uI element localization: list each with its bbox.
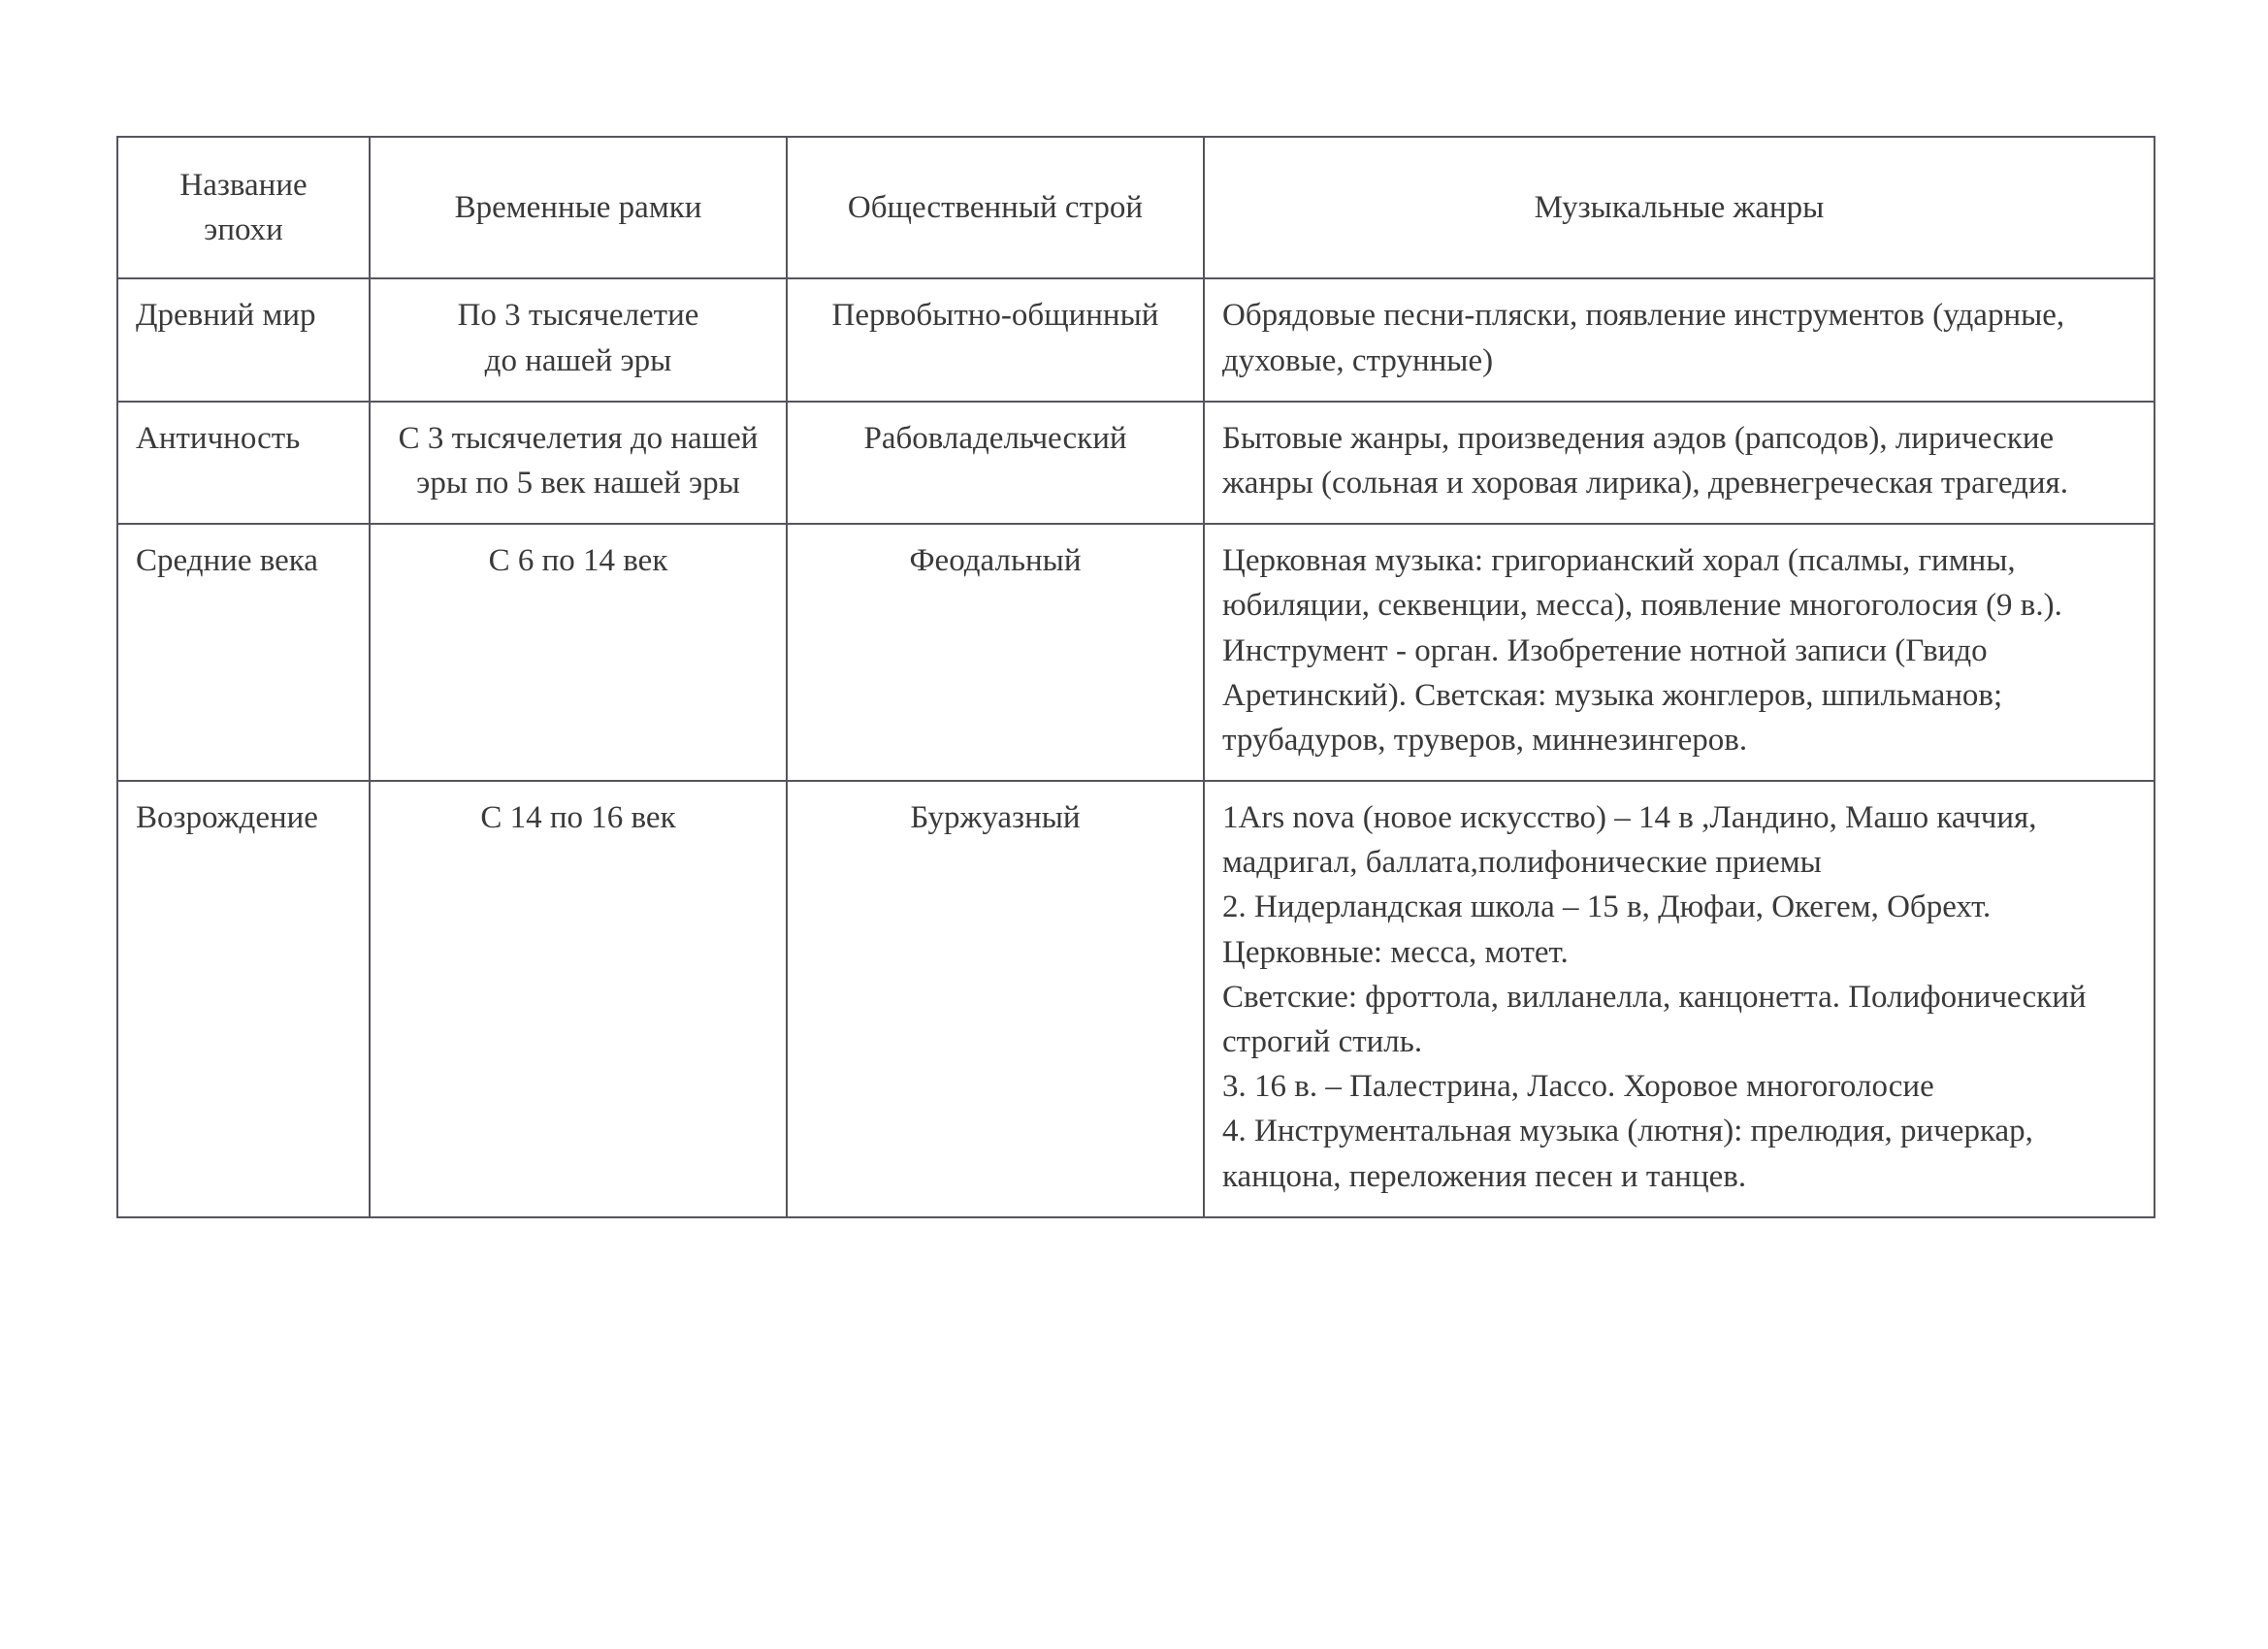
cell-era: Древний мир bbox=[117, 278, 370, 401]
header-social-text: Общественный строй bbox=[848, 190, 1143, 225]
cell-era: Античность bbox=[117, 402, 370, 524]
table-row: Возрождение С 14 по 16 век Буржуазный 1A… bbox=[117, 781, 2155, 1217]
epochs-table: Название эпохи Временные рамки Обществен… bbox=[116, 136, 2155, 1218]
table-header-row: Название эпохи Временные рамки Обществен… bbox=[117, 137, 2155, 278]
header-social: Общественный строй bbox=[787, 137, 1204, 278]
header-time: Временные рамки bbox=[370, 137, 787, 278]
cell-social: Феодальный bbox=[787, 524, 1204, 781]
cell-era: Средние века bbox=[117, 524, 370, 781]
cell-era: Возрождение bbox=[117, 781, 370, 1217]
cell-social: Буржуазный bbox=[787, 781, 1204, 1217]
table-row: Древний мир По 3 тысячелетие до нашей эр… bbox=[117, 278, 2155, 401]
cell-time: С 6 по 14 век bbox=[370, 524, 787, 781]
header-genres: Музыкальные жанры bbox=[1204, 137, 2155, 278]
cell-genres: Бытовые жанры, произведения аэдов (рапсо… bbox=[1204, 402, 2155, 524]
header-genres-text: Музыкальные жанры bbox=[1535, 190, 1825, 225]
cell-genres: Обрядовые песни-пляски, появление инстру… bbox=[1204, 278, 2155, 401]
cell-time: По 3 тысячелетие до нашей эры bbox=[370, 278, 787, 401]
table-row: Античность С 3 тысячелетия до нашей эры … bbox=[117, 402, 2155, 524]
cell-social: Рабовладельческий bbox=[787, 402, 1204, 524]
table-row: Средние века С 6 по 14 век Феодальный Це… bbox=[117, 524, 2155, 781]
cell-genres: 1Ars nova (новое искусство) – 14 в ,Ланд… bbox=[1204, 781, 2155, 1217]
table-header: Название эпохи Временные рамки Обществен… bbox=[117, 137, 2155, 278]
header-era: Название эпохи bbox=[117, 137, 370, 278]
cell-social: Первобытно-общинный bbox=[787, 278, 1204, 401]
cell-time: С 14 по 16 век bbox=[370, 781, 787, 1217]
document-page: Название эпохи Временные рамки Обществен… bbox=[0, 0, 2268, 1649]
header-era-text: Название эпохи bbox=[136, 163, 351, 252]
cell-genres: Церковная музыка: григорианский хорал (п… bbox=[1204, 524, 2155, 781]
table-body: Древний мир По 3 тысячелетие до нашей эр… bbox=[117, 278, 2155, 1216]
header-time-text: Временные рамки bbox=[455, 190, 702, 225]
cell-time: С 3 тысячелетия до нашей эры по 5 век на… bbox=[370, 402, 787, 524]
